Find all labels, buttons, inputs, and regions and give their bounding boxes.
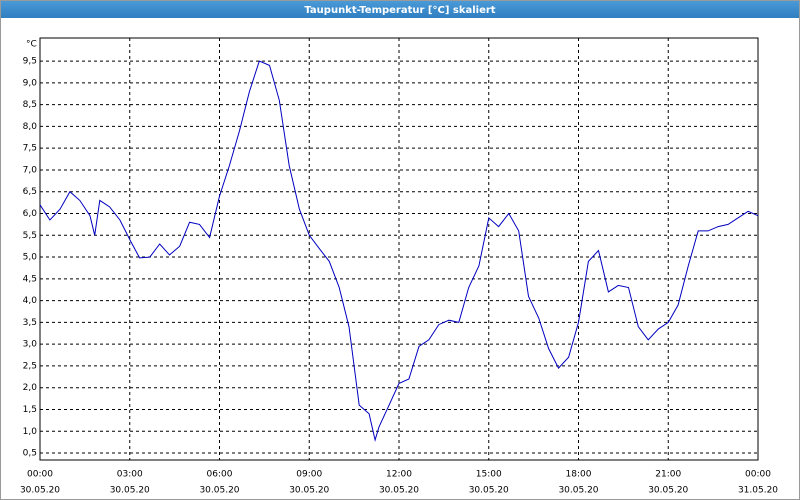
y-tick-label: 1,5 xyxy=(23,405,37,415)
x-tick-label: 09:00 xyxy=(296,470,322,480)
x-tick-date: 30.05.20 xyxy=(469,486,509,496)
y-tick-label: 8,5 xyxy=(23,100,37,110)
y-tick-label: 8,0 xyxy=(23,122,38,132)
y-tick-label: 7,5 xyxy=(23,144,37,154)
x-tick-date: 30.05.20 xyxy=(289,486,329,496)
x-tick-label: 00:00 xyxy=(745,470,771,480)
x-tick-date: 30.05.20 xyxy=(379,486,419,496)
x-tick-date: 30.05.20 xyxy=(558,486,598,496)
y-tick-label: 1,0 xyxy=(23,427,38,437)
plot-frame xyxy=(39,37,759,461)
x-tick-label: 15:00 xyxy=(476,470,502,480)
x-tick-label: 06:00 xyxy=(207,470,233,480)
x-tick-date: 30.05.20 xyxy=(20,486,60,496)
data-line xyxy=(39,60,759,442)
y-tick-label: 3,5 xyxy=(23,318,37,328)
y-tick-label: 4,5 xyxy=(23,274,37,284)
x-tick-label: 21:00 xyxy=(655,470,681,480)
y-tick-label: 5,5 xyxy=(23,231,37,241)
x-tick-label: 00:00 xyxy=(27,470,53,480)
y-tick-label: 5,0 xyxy=(23,253,38,263)
x-tick-date: 30.05.20 xyxy=(110,486,150,496)
y-tick-label: 6,0 xyxy=(23,209,38,219)
y-tick-label: 4,0 xyxy=(23,296,38,306)
y-tick-label: 7,0 xyxy=(23,165,38,175)
y-tick-label: 6,5 xyxy=(23,187,37,197)
y-unit: °C xyxy=(26,40,37,50)
x-tick-label: 18:00 xyxy=(566,470,592,480)
y-tick-label: 9,0 xyxy=(23,78,38,88)
y-tick-label: 2,5 xyxy=(23,361,37,371)
chart-title: Taupunkt-Temperatur [°C] skaliert xyxy=(304,5,495,16)
x-tick-date: 31.05.20 xyxy=(738,486,778,496)
y-tick-label: 0,5 xyxy=(23,449,37,459)
title-bar xyxy=(1,1,799,18)
y-tick-label: 9,5 xyxy=(23,57,37,67)
x-tick-date: 30.05.20 xyxy=(199,486,239,496)
x-tick-label: 03:00 xyxy=(117,470,143,480)
x-tick-label: 12:00 xyxy=(386,470,412,480)
x-tick-date: 30.05.20 xyxy=(648,486,688,496)
y-tick-label: 3,0 xyxy=(23,340,38,350)
y-tick-label: 2,0 xyxy=(23,383,38,393)
